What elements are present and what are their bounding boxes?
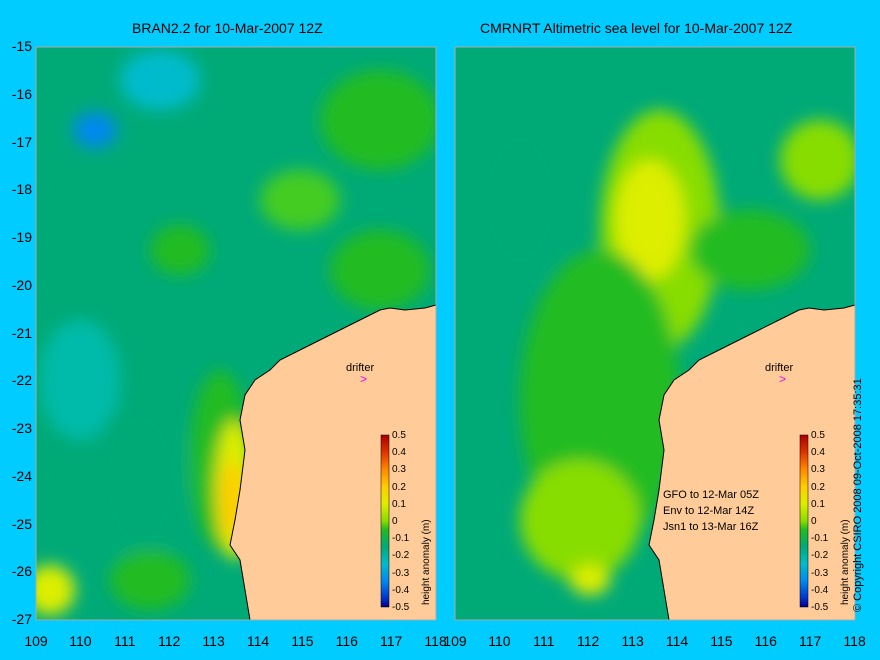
x-tick-label: 117 (380, 633, 403, 649)
right-panel-title: CMRNRT Altimetric sea level for 10-Mar-2… (480, 20, 793, 36)
drifter-marker: > (360, 372, 367, 386)
x-tick-label: 112 (577, 633, 600, 649)
colorbar-tick-label: -0.3 (392, 567, 410, 579)
colorbar-tick-label: -0.1 (811, 533, 829, 545)
colorbar-tick-label: 0.4 (811, 447, 825, 459)
y-tick-label: -25 (11, 515, 32, 532)
left-panel-title: BRAN2.2 for 10-Mar-2007 12Z (132, 20, 323, 36)
x-tick-label: 110 (69, 633, 92, 649)
x-tick-label: 111 (114, 633, 136, 649)
colorbar-tick-label: -0.5 (392, 602, 410, 613)
colorbar-tick-label: -0.1 (392, 533, 410, 545)
x-tick-label: 115 (710, 633, 733, 649)
x-tick-label: 117 (799, 633, 822, 649)
x-tick-label: 118 (424, 633, 447, 649)
x-tick-label: 118 (843, 633, 866, 649)
colorbar-tick-label: 0.3 (811, 464, 825, 476)
y-tick-label: -27 (11, 611, 32, 627)
colorbar-tick-label: -0.4 (392, 584, 410, 596)
colorbar-tick-label: 0.2 (811, 481, 825, 493)
x-tick-label: 115 (291, 633, 314, 649)
colorbar-tick-label: 0.5 (392, 430, 406, 441)
y-tick-label: -15 (11, 38, 32, 54)
y-tick-label: -16 (11, 85, 32, 102)
x-tick-label: 111 (533, 633, 555, 649)
y-tick-label: -24 (11, 467, 32, 484)
x-tick-label: 109 (443, 633, 467, 649)
colorbar-left (380, 434, 390, 608)
x-tick-label: 113 (621, 633, 644, 649)
drifter-label: drifter (346, 362, 375, 374)
left-map (36, 47, 436, 620)
colorbar-tick-label: -0.2 (392, 550, 410, 562)
x-tick-label: 114 (246, 633, 270, 649)
legend-line: Env to 12-Mar 14Z (663, 505, 755, 517)
y-tick-label: -22 (11, 372, 32, 389)
colorbar-tick-label: 0 (392, 516, 398, 527)
y-tick-label: -20 (11, 276, 32, 293)
y-tick-label: -17 (11, 133, 32, 150)
colorbar-tick-label: -0.3 (811, 567, 829, 579)
x-tick-label: 112 (158, 633, 181, 649)
colorbar-tick-label: 0.4 (392, 447, 406, 459)
x-tick-label: 116 (754, 633, 777, 649)
colorbar-tick-label: -0.4 (811, 584, 829, 596)
colorbar-tick-label: 0 (811, 516, 817, 527)
drifter-marker: > (779, 372, 786, 386)
legend-line: GFO to 12-Mar 05Z (663, 489, 759, 501)
colorbar-right (799, 434, 809, 608)
colorbar-tick-label: -0.2 (811, 550, 829, 562)
colorbar-tick-label: 0.5 (811, 430, 825, 441)
colorbar-title: height anomaly (m) (840, 519, 851, 605)
y-tick-label: -21 (11, 324, 32, 341)
right-map (455, 47, 855, 620)
drifter-label: drifter (765, 362, 794, 374)
colorbar-tick-label: 0.3 (392, 464, 406, 476)
y-tick-label: -26 (11, 563, 32, 580)
satellite-legend: GFO to 12-Mar 05Z Env to 12-Mar 14Z Jsn1… (663, 487, 759, 535)
colorbar-tick-label: 0.2 (392, 481, 406, 493)
x-tick-label: 114 (665, 633, 689, 649)
y-tick-label: -18 (11, 181, 32, 198)
x-tick-label: 110 (488, 633, 511, 649)
colorbar-tick-label: 0.1 (392, 498, 406, 510)
colorbar-title: height anomaly (m) (421, 519, 432, 605)
x-tick-label: 113 (202, 633, 225, 649)
x-tick-label: 116 (335, 633, 358, 649)
x-tick-label: 109 (24, 633, 48, 649)
copyright: © Copyright CSIRO 2008 09-Oct-2008 17:35… (852, 378, 864, 612)
legend-line: Jsn1 to 13-Mar 16Z (663, 521, 759, 533)
colorbar-tick-label: 0.1 (811, 498, 825, 510)
y-tick-label: -19 (11, 229, 32, 245)
y-tick-label: -23 (11, 420, 32, 436)
colorbar-tick-label: -0.5 (811, 602, 829, 613)
